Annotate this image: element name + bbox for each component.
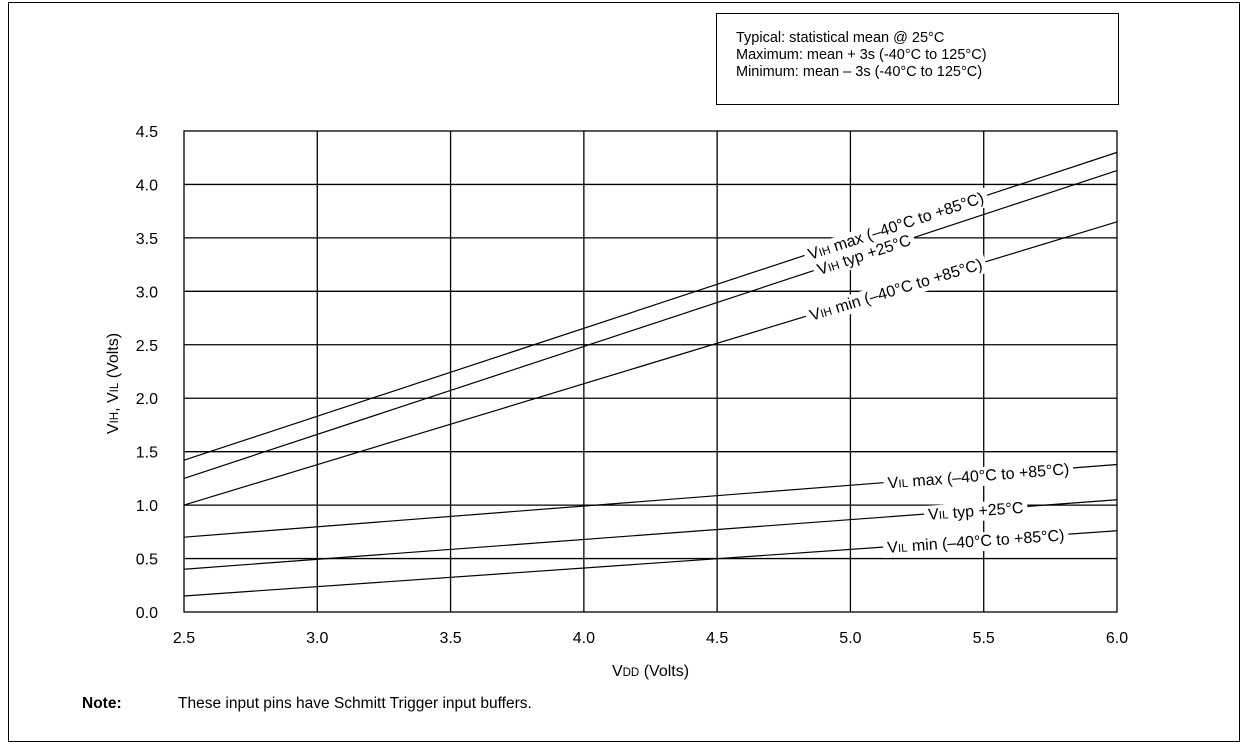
x-tick-label: 5.0 (839, 630, 861, 647)
series-label-group: VIL typ +25°C (923, 498, 1029, 526)
series-label-background (802, 187, 991, 266)
y-tick-label: 1.0 (136, 498, 158, 515)
series-label-background (882, 526, 1070, 559)
y-axis-label: VIH, VIL (Volts) (105, 333, 122, 434)
note: Note: These input pins have Schmitt Trigg… (82, 695, 532, 713)
x-axis-label: VDD (Volts) (612, 663, 689, 680)
series-label-group: VIL max (–40°C to +85°C) (883, 459, 1074, 494)
y-tick-label: 0.5 (136, 552, 158, 569)
y-tick-label: 3.5 (136, 231, 158, 248)
series-label-group: VIL min (–40°C to +85°C) (882, 526, 1070, 559)
legend-box: Typical: statistical mean @ 25°C Maximum… (716, 13, 1119, 105)
series-label-background (803, 254, 989, 327)
tick-labels: 2.5 3.0 3.5 4.0 4.5 5.0 5.5 6.0 0.0 0.5 1.0 1.5 2.0 2… (136, 124, 1128, 647)
series-label-background (923, 498, 1029, 526)
x-tick-label: 5.5 (973, 630, 995, 647)
y-tick-label: 4.5 (136, 124, 158, 141)
x-tick-label: 4.5 (706, 630, 728, 647)
y-tick-label: 2.0 (136, 391, 158, 408)
x-tick-label: 3.0 (306, 630, 328, 647)
y-tick-label: 2.5 (136, 338, 158, 355)
series-label-background (883, 459, 1074, 494)
legend-line-minimum: Minimum: mean – 3s (-40°C to 125°C) (736, 64, 983, 80)
series-line (183, 169, 1118, 479)
x-tick-label: 2.5 (173, 630, 195, 647)
series-layer (183, 151, 1118, 597)
series-label: VIL max (–40°C to +85°C) (887, 461, 1070, 492)
x-tick-label: 6.0 (1106, 630, 1128, 647)
legend-line-typical: Typical: statistical mean @ 25°C (736, 30, 945, 46)
legend-line-maximum: Maximum: mean + 3s (-40°C to 125°C) (736, 47, 987, 63)
y-tick-label: 1.5 (136, 445, 158, 462)
plot-area-border (183, 130, 1118, 613)
series-label: VIL min (–40°C to +85°C) (887, 527, 1065, 556)
series-label-background (811, 229, 918, 282)
x-tick-label: 4.0 (573, 630, 595, 647)
series-label: VIL typ +25°C (928, 500, 1025, 524)
y-tick-label: 4.0 (136, 177, 158, 194)
note-label: Note: (82, 695, 122, 712)
curve-labels: VIH max (–40°C to +85°C)VIH typ +25°CVIH… (802, 187, 1074, 559)
grid (183, 130, 1118, 613)
y-tick-label: 3.0 (136, 284, 158, 301)
y-tick-label: 0.0 (136, 605, 158, 622)
x-tick-label: 3.5 (439, 630, 461, 647)
figure-frame (8, 2, 1240, 742)
note-text: These input pins have Schmitt Trigger in… (178, 695, 532, 712)
